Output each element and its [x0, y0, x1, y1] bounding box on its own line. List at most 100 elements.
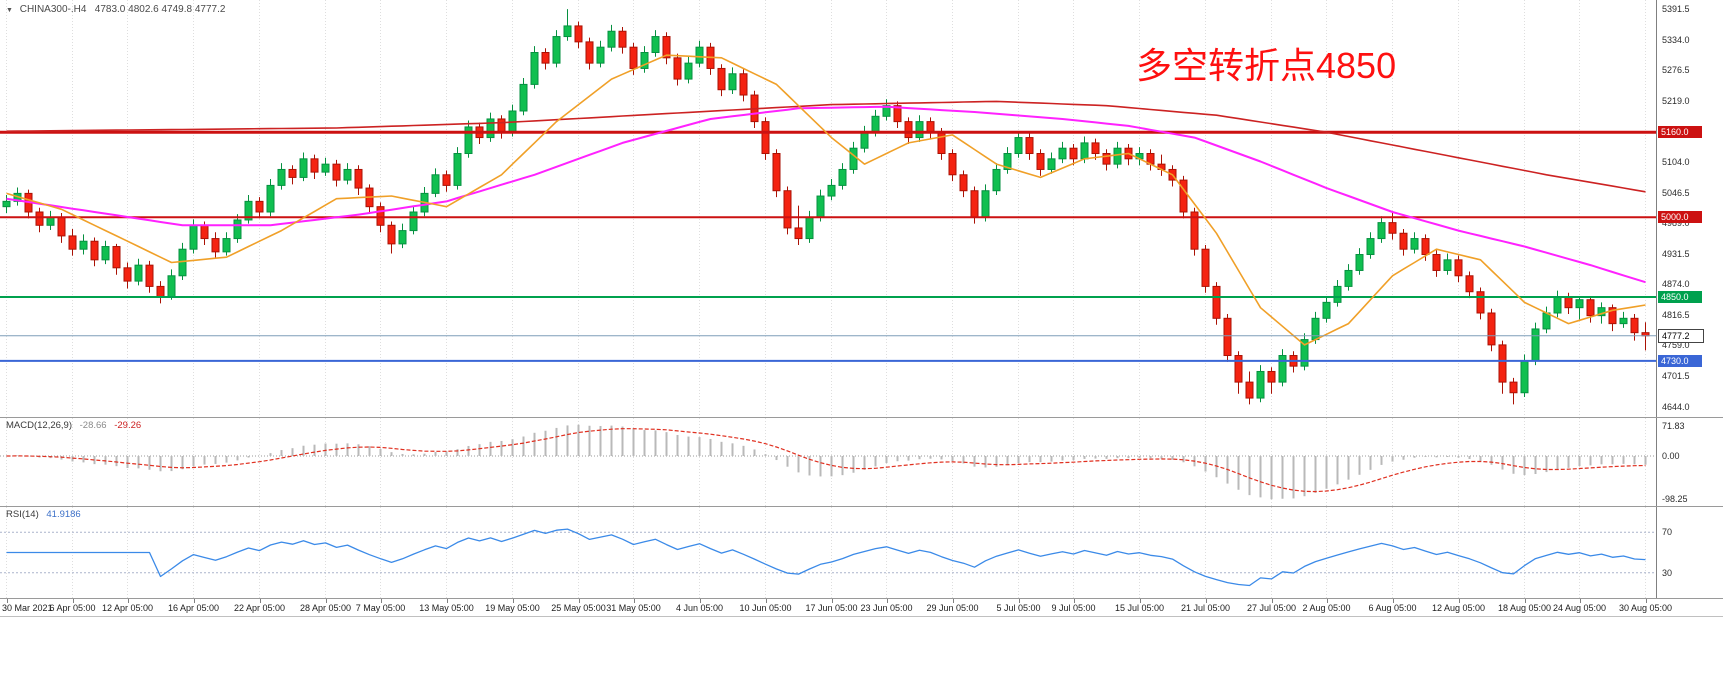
ma-long-red-line[interactable]	[6, 100, 1646, 193]
candle	[255, 197, 264, 219]
candle	[761, 117, 770, 160]
candle	[123, 262, 132, 289]
macd-canvas[interactable]	[0, 418, 1656, 506]
macd-panel: MACD(12,26,9) -28.66 -29.26 71.83 0.00 -98…	[0, 418, 1723, 507]
candle	[783, 186, 792, 235]
date-label: 30 Mar 2021	[2, 603, 53, 613]
candle	[827, 179, 836, 201]
candle	[1135, 147, 1144, 166]
time-axis-tick	[1392, 599, 1394, 603]
time-axis-tick	[952, 599, 954, 603]
candle	[1619, 311, 1628, 328]
candle	[222, 232, 231, 256]
candle	[24, 189, 33, 219]
candle	[1366, 232, 1375, 259]
candle	[453, 147, 462, 190]
macd-label: MACD(12,26,9)	[6, 420, 72, 431]
candle	[431, 168, 440, 198]
time-axis-tick	[446, 599, 448, 603]
symbol-info-bar: ▼ CHINA300-.H4 4783.0 4802.6 4749.8 4777…	[6, 4, 225, 15]
price-badge-resistance-5160: 5160.0	[1658, 126, 1702, 139]
candle	[706, 42, 715, 75]
rsi-scale[interactable]: 70 30	[1656, 507, 1723, 598]
time-axis-tick	[1326, 599, 1328, 603]
candle	[486, 112, 495, 142]
candle	[1069, 143, 1078, 166]
collapse-ohlc-icon[interactable]: ▼	[6, 7, 13, 14]
time-axis-tick	[1579, 599, 1581, 603]
date-label: 16 Apr 05:00	[167, 603, 220, 613]
price-scale-label: 5104.0	[1662, 157, 1690, 167]
price-scale-label: 5046.5	[1662, 187, 1690, 198]
candle	[717, 64, 726, 97]
price-scale-label: 4759.0	[1662, 340, 1690, 351]
rsi-label: RSI(14)	[6, 509, 39, 520]
time-axis-tick	[886, 599, 888, 603]
candle	[321, 157, 330, 176]
price-chart-canvas[interactable]	[0, 0, 1656, 417]
date-label: 15 Jul 05:00	[1114, 603, 1165, 613]
date-label: 19 May 05:00	[485, 603, 540, 613]
current-price-badge: 4777.2	[1658, 328, 1704, 343]
candle	[1509, 377, 1518, 405]
candle	[739, 69, 748, 102]
time-axis-tick	[259, 599, 261, 603]
candle	[1267, 367, 1276, 394]
candle	[464, 120, 473, 158]
candle	[1047, 152, 1056, 174]
date-label: 6 Aug 05:00	[1368, 603, 1417, 613]
rsi-canvas[interactable]	[0, 507, 1656, 598]
candle	[101, 240, 110, 265]
candle	[794, 205, 803, 245]
symbol-title: CHINA300-.H4	[19, 4, 87, 15]
time-axis-tick	[127, 599, 129, 603]
time-axis[interactable]: 30 Mar 2021 6 Apr 05:00 12 Apr 05:00 16 Apr…	[0, 599, 1723, 617]
macd-header: MACD(12,26,9) -28.66 -29.26	[6, 420, 141, 431]
candle	[1278, 349, 1287, 387]
candle	[156, 281, 165, 304]
candle	[1454, 255, 1463, 283]
date-label: 6 Apr 05:00	[49, 603, 96, 613]
candle	[1465, 271, 1474, 299]
candle	[1553, 290, 1562, 318]
date-label: 9 Jul 05:00	[1051, 603, 1096, 613]
date-label: 10 Jun 05:00	[739, 603, 792, 613]
candle	[563, 9, 572, 41]
candle	[1608, 304, 1617, 332]
macd-signal-line	[6, 428, 1646, 493]
candle	[1333, 280, 1342, 307]
candle	[442, 170, 451, 192]
ma-mid-magenta-line[interactable]	[6, 105, 1646, 284]
time-axis-tick	[1271, 599, 1273, 603]
candle	[1498, 340, 1507, 394]
candle	[68, 228, 77, 256]
candle	[684, 56, 693, 84]
candle	[167, 269, 176, 300]
candle	[1256, 365, 1265, 403]
candle	[552, 30, 561, 68]
candle	[134, 258, 143, 286]
date-label: 23 Jun 05:00	[860, 603, 913, 613]
candle	[1355, 248, 1364, 275]
candle	[244, 194, 253, 224]
candle	[662, 32, 671, 65]
price-scale[interactable]: 5391.55334.05276.55219.05161.55104.05046…	[1656, 0, 1723, 417]
ma-fast-orange-line[interactable]	[6, 54, 1646, 346]
candle	[992, 163, 1001, 195]
macd-scale-label: 71.83	[1662, 421, 1685, 431]
macd-scale[interactable]: 71.83 0.00 -98.25	[1656, 418, 1723, 506]
annotation-text: 多空转折点4850	[1136, 45, 1397, 86]
candle	[541, 48, 550, 70]
time-axis-tick	[1458, 599, 1460, 603]
date-label: 25 May 05:00	[551, 603, 606, 613]
price-scale-label: 4816.5	[1662, 309, 1690, 320]
candle	[1542, 306, 1551, 334]
date-label: 17 Jun 05:00	[805, 603, 858, 613]
candle	[1322, 295, 1331, 323]
price-scale-label: 5334.0	[1662, 34, 1690, 45]
candle	[1190, 207, 1199, 256]
candle	[497, 115, 506, 139]
candle	[1432, 250, 1441, 277]
time-axis-tick	[72, 599, 74, 603]
candle	[651, 30, 660, 57]
